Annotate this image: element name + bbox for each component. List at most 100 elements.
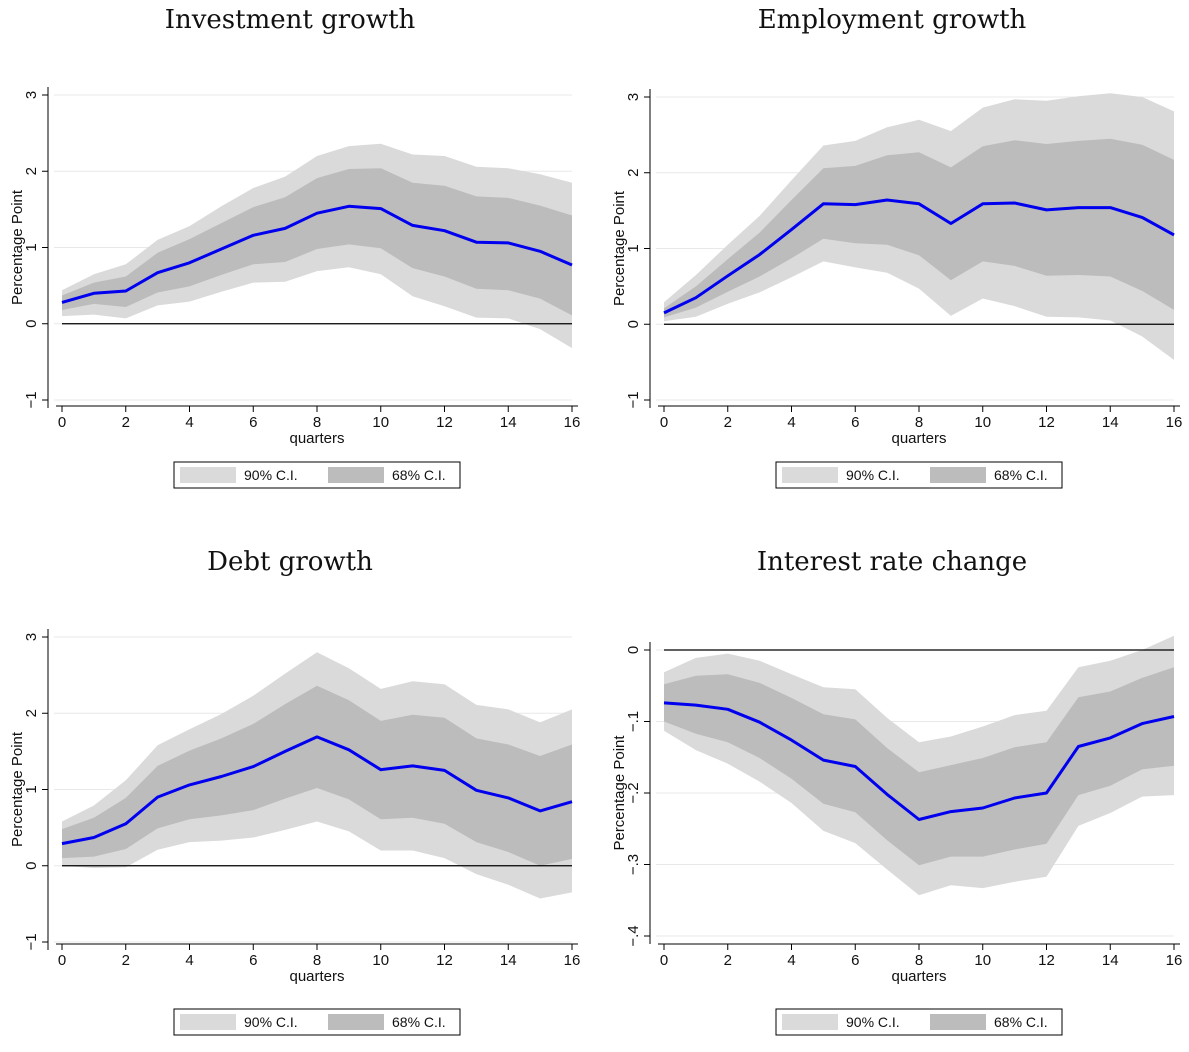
x-tick-label: 10 xyxy=(974,414,991,431)
y-axis-title: Percentage Point xyxy=(9,189,26,305)
x-tick-label: 8 xyxy=(915,414,923,431)
x-tick-label: 12 xyxy=(436,952,453,969)
x-tick-label: 8 xyxy=(915,952,923,969)
y-axis-title: Percentage Point xyxy=(611,735,628,851)
x-tick-label: 10 xyxy=(974,952,991,969)
x-axis-title: quarters xyxy=(891,430,946,447)
ci68-band xyxy=(664,138,1174,318)
y-tick-label: −.3 xyxy=(625,854,642,875)
x-tick-label: 14 xyxy=(500,414,517,431)
x-tick-label: 16 xyxy=(564,414,581,431)
y-tick-label: −.2 xyxy=(625,782,642,803)
y-axis-title: Percentage Point xyxy=(9,731,26,847)
x-tick-label: 14 xyxy=(500,952,517,969)
x-tick-label: 2 xyxy=(122,952,130,969)
x-tick-label: 6 xyxy=(249,952,257,969)
employment-growth-panel: Employment growth −1 0 1 2 3 Percentage Point… xyxy=(602,0,1182,510)
x-axis-title: quarters xyxy=(891,968,946,985)
y-tick-label: 2 xyxy=(23,167,40,175)
y-tick-label: 3 xyxy=(23,91,40,99)
legend-swatch-ci68 xyxy=(930,467,986,483)
investment-growth-panel: Investment growth −1 0 1 2 3 Percentage Point… xyxy=(0,0,580,510)
x-tick-label: 16 xyxy=(1166,414,1183,431)
x-tick-label: 4 xyxy=(787,952,795,969)
x-axis-title: quarters xyxy=(289,968,344,985)
y-tick-label: −1 xyxy=(23,391,40,408)
x-tick-label: 8 xyxy=(313,952,321,969)
y-tick-label: 0 xyxy=(23,862,40,870)
estimate-line xyxy=(61,735,573,846)
estimate-line xyxy=(663,701,1175,821)
y-tick-label: 0 xyxy=(625,320,642,328)
chart-title: Employment growth xyxy=(757,5,1027,35)
y-tick-label: −.1 xyxy=(625,711,642,732)
legend-label-ci68: 68% C.I. xyxy=(392,1014,446,1030)
y-tick-label: 2 xyxy=(625,169,642,177)
chart-title: Interest rate change xyxy=(756,547,1028,577)
interest-rate-change-panel: Interest rate change −.4 −.3 −.2 −.1 0 Percen… xyxy=(602,542,1182,1052)
x-tick-label: 0 xyxy=(58,414,66,431)
legend-label-ci90: 90% C.I. xyxy=(846,1014,900,1030)
x-tick-label: 0 xyxy=(660,414,668,431)
x-tick-label: 8 xyxy=(313,414,321,431)
x-tick-label: 2 xyxy=(724,952,732,969)
y-tick-label: −1 xyxy=(625,391,642,408)
x-tick-label: 10 xyxy=(372,952,389,969)
ci68-band xyxy=(62,685,572,866)
x-tick-label: 2 xyxy=(724,414,732,431)
x-tick-label: 4 xyxy=(185,414,193,431)
y-tick-label: −1 xyxy=(23,933,40,950)
x-tick-label: 6 xyxy=(249,414,257,431)
x-tick-label: 2 xyxy=(122,414,130,431)
y-tick-label: 3 xyxy=(23,633,40,641)
y-tick-label: −.4 xyxy=(625,925,642,946)
interest-rate-change-chart: −.4 −.3 −.2 −.1 0 Percentage Point 0 2 4 6 8 10 12 14… xyxy=(611,635,1183,1036)
x-tick-label: 4 xyxy=(185,952,193,969)
x-tick-label: 6 xyxy=(851,952,859,969)
debt-growth-panel: Debt growth −1 0 1 2 3 Percentage Point 0 2 4 6 8 1… xyxy=(0,542,580,1052)
y-tick-label: 0 xyxy=(625,646,642,654)
ci68-band xyxy=(62,168,572,316)
y-tick-label: 1 xyxy=(625,244,642,252)
legend-swatch-ci68 xyxy=(328,467,384,483)
legend-label-ci90: 90% C.I. xyxy=(244,1014,298,1030)
x-tick-label: 12 xyxy=(436,414,453,431)
x-tick-label: 0 xyxy=(660,952,668,969)
legend-swatch-ci90 xyxy=(782,467,838,483)
legend-label-ci90: 90% C.I. xyxy=(244,467,298,483)
legend-swatch-ci90 xyxy=(782,1014,838,1030)
x-tick-label: 12 xyxy=(1038,414,1055,431)
x-tick-label: 14 xyxy=(1102,952,1119,969)
legend-label-ci68: 68% C.I. xyxy=(392,467,446,483)
x-axis-title: quarters xyxy=(289,430,344,447)
x-tick-label: 6 xyxy=(851,414,859,431)
x-tick-label: 10 xyxy=(372,414,389,431)
x-tick-label: 12 xyxy=(1038,952,1055,969)
chart-title: Investment growth xyxy=(164,5,416,35)
y-axis-title: Percentage Point xyxy=(611,190,628,306)
x-tick-label: 14 xyxy=(1102,414,1119,431)
legend-label-ci68: 68% C.I. xyxy=(994,1014,1048,1030)
y-tick-label: 1 xyxy=(23,785,40,793)
legend-swatch-ci68 xyxy=(930,1014,986,1030)
ci68-band xyxy=(664,667,1174,866)
x-tick-label: 16 xyxy=(564,952,581,969)
legend-swatch-ci90 xyxy=(180,467,236,483)
legend-label-ci90: 90% C.I. xyxy=(846,467,900,483)
estimate-line xyxy=(663,198,1175,315)
x-tick-label: 0 xyxy=(58,952,66,969)
x-tick-label: 16 xyxy=(1166,952,1183,969)
y-tick-label: 0 xyxy=(23,320,40,328)
legend-swatch-ci68 xyxy=(328,1014,384,1030)
chart-title: Debt growth xyxy=(207,547,373,577)
x-tick-label: 4 xyxy=(787,414,795,431)
estimate-line xyxy=(61,204,573,304)
legend-label-ci68: 68% C.I. xyxy=(994,467,1048,483)
y-tick-label: 3 xyxy=(625,93,642,101)
y-tick-label: 1 xyxy=(23,243,40,251)
y-tick-label: 2 xyxy=(23,709,40,717)
legend-swatch-ci90 xyxy=(180,1014,236,1030)
